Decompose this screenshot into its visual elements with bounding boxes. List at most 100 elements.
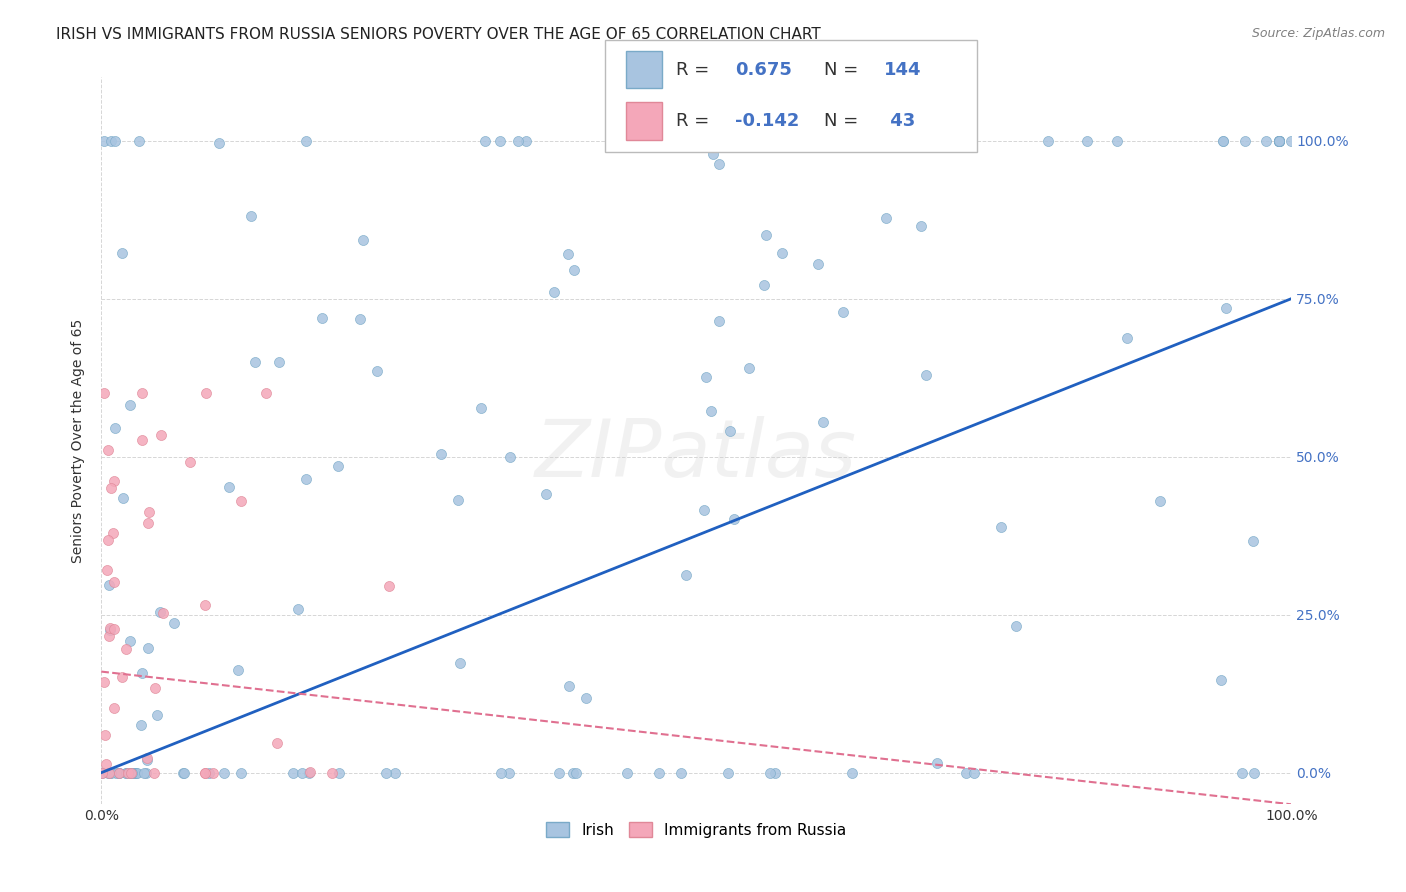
Legend: Irish, Immigrants from Russia: Irish, Immigrants from Russia (540, 815, 852, 844)
Point (1212, 134, 1234, 148)
Point (194, 598, 217, 612)
Point (111, 246, 134, 260)
Point (129, 717, 152, 731)
Point (1149, 493, 1171, 508)
Point (194, 386, 217, 401)
Text: 43: 43 (884, 112, 915, 130)
Point (93, 134, 115, 148)
Point (104, 134, 127, 148)
Point (754, 277, 776, 292)
Point (120, 398, 142, 412)
Point (98, 765, 121, 780)
Point (779, 134, 801, 148)
Point (557, 247, 579, 261)
Point (565, 765, 588, 780)
Point (508, 134, 530, 148)
Point (107, 765, 129, 780)
Point (97, 765, 120, 780)
Y-axis label: Seniors Poverty Over the Age of 65: Seniors Poverty Over the Age of 65 (72, 318, 86, 563)
Point (100, 481, 122, 495)
Point (1268, 134, 1291, 148)
Point (128, 134, 150, 148)
Point (1243, 765, 1265, 780)
Point (328, 765, 350, 780)
Point (548, 765, 571, 780)
Point (118, 765, 141, 780)
Point (179, 454, 201, 468)
Point (194, 765, 217, 780)
Point (295, 134, 318, 148)
Point (699, 404, 721, 418)
Point (98, 765, 121, 780)
Point (707, 157, 730, 171)
Point (172, 765, 194, 780)
Point (131, 386, 153, 401)
Point (558, 679, 581, 693)
Point (366, 363, 388, 377)
Point (498, 765, 520, 780)
Point (152, 606, 174, 620)
Text: R =: R = (676, 112, 710, 130)
Point (146, 707, 169, 722)
Point (294, 472, 316, 486)
Text: -0.142: -0.142 (735, 112, 800, 130)
Point (446, 493, 468, 508)
Point (136, 754, 159, 768)
Point (135, 765, 157, 780)
Point (287, 602, 309, 616)
Point (1268, 134, 1291, 148)
Point (807, 257, 830, 271)
Point (914, 368, 936, 382)
Point (1268, 134, 1291, 148)
Point (93, 674, 115, 689)
Text: 0.675: 0.675 (735, 61, 792, 78)
Point (474, 134, 496, 148)
Text: Source: ZipAtlas.com: Source: ZipAtlas.com (1251, 27, 1385, 40)
Point (875, 211, 897, 226)
Point (449, 657, 471, 671)
Point (229, 765, 252, 780)
Point (193, 765, 215, 780)
Point (124, 765, 146, 780)
Point (100, 134, 122, 148)
Point (229, 493, 252, 508)
Point (1036, 134, 1059, 148)
Point (723, 512, 745, 526)
Point (208, 136, 231, 150)
Point (489, 765, 512, 780)
Point (349, 312, 371, 326)
Point (103, 622, 125, 636)
Point (143, 681, 166, 695)
Point (352, 233, 374, 247)
Point (104, 421, 127, 435)
Point (266, 736, 288, 750)
Point (91, 765, 114, 780)
Point (738, 360, 761, 375)
Point (515, 134, 537, 148)
Point (616, 765, 638, 780)
Point (675, 568, 697, 582)
Point (98, 621, 121, 635)
Point (669, 765, 692, 780)
Point (1268, 134, 1291, 148)
Point (114, 765, 136, 780)
Point (202, 765, 225, 780)
Point (321, 765, 343, 780)
Point (298, 764, 321, 779)
Point (163, 616, 186, 631)
Point (759, 765, 782, 780)
Point (298, 765, 321, 780)
Point (117, 765, 139, 780)
Point (813, 415, 835, 429)
Point (132, 765, 155, 780)
Point (326, 459, 349, 474)
Point (1105, 134, 1128, 148)
Point (543, 285, 565, 300)
Point (378, 579, 401, 593)
Point (131, 666, 153, 681)
Point (103, 574, 125, 589)
Point (709, 134, 731, 148)
Point (198, 765, 221, 780)
Point (122, 765, 145, 780)
Point (534, 486, 557, 500)
